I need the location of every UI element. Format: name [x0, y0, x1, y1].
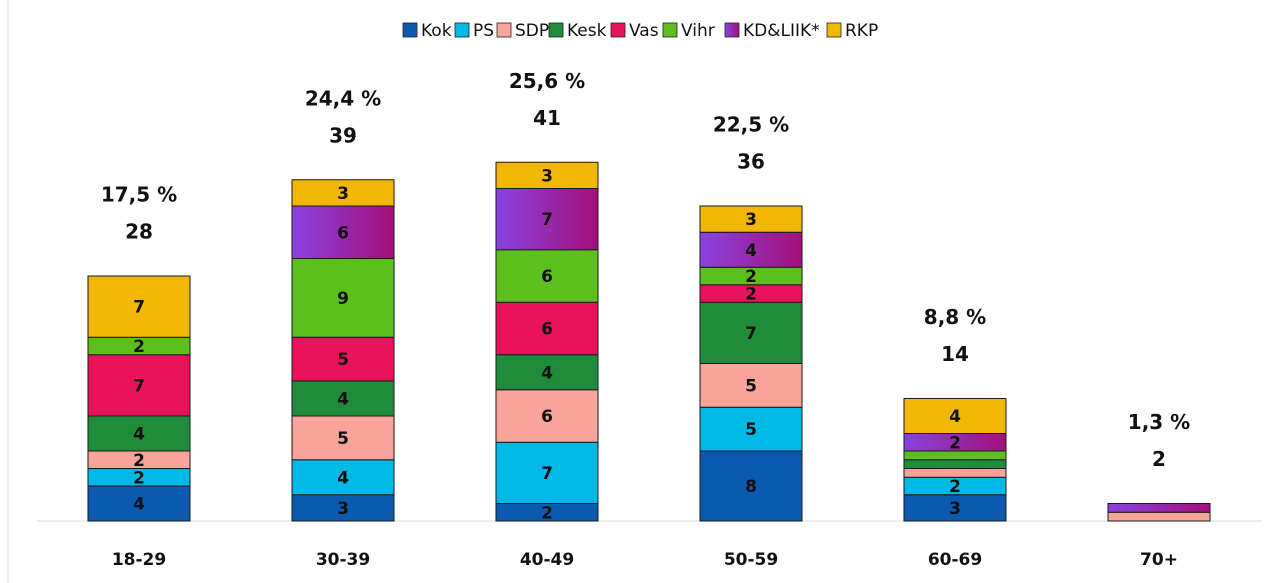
bar-segment: [495, 354, 599, 391]
legend-label: Kesk: [567, 21, 607, 41]
legend-swatch: [724, 22, 740, 38]
x-tick-label: 50-59: [724, 550, 778, 570]
bar-segment: [291, 179, 395, 207]
x-tick-label: 30-39: [316, 550, 370, 570]
segment-label: 4: [133, 425, 145, 445]
share-label: 8,8 %: [924, 305, 986, 329]
legend-swatch: [826, 22, 842, 38]
x-tick-label: 70+: [1140, 550, 1178, 570]
bar-segment: [1107, 511, 1211, 522]
segment-label: 2: [541, 503, 553, 523]
share-label: 22,5 %: [713, 113, 789, 137]
share-label: 24,4 %: [305, 86, 381, 110]
segment-label: 7: [133, 376, 145, 396]
bar-segment: [87, 415, 191, 452]
segment-label: 2: [949, 477, 961, 497]
bar-segment: [291, 258, 395, 338]
segment-label: 5: [337, 350, 349, 370]
share-label: 1,3 %: [1128, 410, 1190, 434]
segment-label: 2: [949, 433, 961, 453]
segment-label: 2: [745, 285, 757, 305]
segment-label: 2: [745, 267, 757, 287]
legend-swatch: [454, 22, 470, 38]
segment-label: 4: [541, 363, 553, 383]
total-label: 39: [329, 123, 357, 147]
bar-segment: [87, 275, 191, 338]
bar-segment: [87, 354, 191, 417]
legend-label: SDP: [515, 21, 549, 41]
segment-label: 7: [541, 464, 553, 484]
segment-label: 7: [133, 298, 145, 318]
segment-label: 6: [337, 223, 349, 243]
x-tick-label: 40-49: [520, 550, 574, 570]
segment-label: 4: [133, 495, 145, 515]
segment-label: 6: [541, 267, 553, 287]
segment-label: 4: [337, 390, 349, 410]
bar-segment: [495, 301, 599, 356]
bar-segment: [87, 485, 191, 522]
legend-swatch: [548, 22, 564, 38]
legend-swatch: [496, 22, 512, 38]
bar-segment: [699, 301, 803, 364]
bar-segment: [495, 441, 599, 504]
legend-label: Vas: [629, 21, 659, 41]
segment-label: 9: [337, 289, 349, 309]
segment-label: 2: [133, 337, 145, 357]
bar-segment: [291, 494, 395, 522]
x-tick-label: 18-29: [112, 550, 166, 570]
segment-label: 3: [745, 210, 757, 230]
bar-segment: [699, 450, 803, 522]
segment-label: 4: [337, 468, 349, 488]
segment-label: 2: [133, 468, 145, 488]
segment-label: 3: [541, 166, 553, 186]
total-label: 36: [737, 150, 765, 174]
legend-label: PS: [473, 21, 494, 41]
bar-segment: [291, 205, 395, 259]
bar-segment: [903, 398, 1007, 434]
segment-label: 7: [745, 324, 757, 344]
segment-label: 5: [745, 420, 757, 440]
bar-segment: [1107, 503, 1211, 513]
legend-label: Kok: [421, 21, 452, 41]
segment-label: 7: [541, 210, 553, 230]
segment-label: 2: [133, 451, 145, 471]
bar-segment: [291, 336, 395, 382]
bar-segment: [903, 459, 1007, 469]
legend-label: RKP: [845, 21, 878, 41]
legend-swatch: [662, 22, 678, 38]
total-label: 2: [1152, 447, 1166, 471]
bar-segment: [495, 389, 599, 443]
bar-segment: [495, 188, 599, 251]
legend-label: Vihr: [681, 21, 715, 41]
segment-label: 4: [949, 407, 961, 427]
segment-label: 3: [337, 499, 349, 519]
total-label: 41: [533, 106, 561, 130]
segment-label: 3: [949, 499, 961, 519]
bar-segment: [699, 205, 803, 233]
segment-label: 6: [541, 407, 553, 427]
segment-label: 3: [337, 184, 349, 204]
x-tick-label: 60-69: [928, 550, 982, 570]
share-label: 25,6 %: [509, 69, 585, 93]
segment-label: 5: [337, 429, 349, 449]
segment-label: 6: [541, 320, 553, 340]
bar-segment: [903, 494, 1007, 522]
legend-swatch: [402, 22, 418, 38]
legend-swatch: [610, 22, 626, 38]
segment-label: 4: [745, 241, 757, 261]
legend-label: KD&LIIK*: [743, 21, 820, 41]
segment-label: 8: [745, 477, 757, 497]
bar-segment: [495, 249, 599, 303]
total-label: 28: [125, 220, 153, 244]
bar-segment: [495, 161, 599, 189]
share-label: 17,5 %: [101, 183, 177, 207]
segment-label: 5: [745, 376, 757, 396]
total-label: 14: [941, 342, 969, 366]
bar-segment: [903, 468, 1007, 478]
